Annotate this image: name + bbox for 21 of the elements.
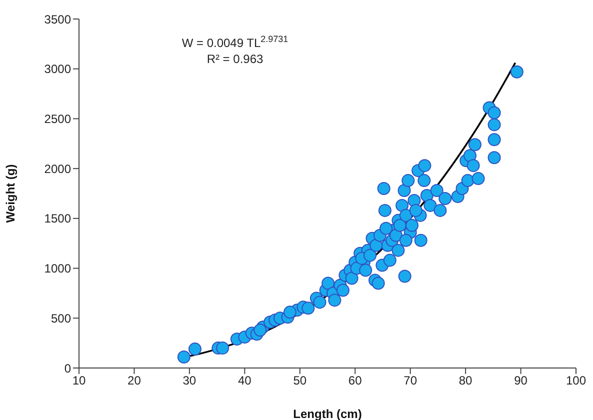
annotation: R² = 0.963 bbox=[206, 52, 264, 66]
x-tick-label: 80 bbox=[458, 374, 473, 388]
x-tick-label: 30 bbox=[182, 374, 196, 388]
x-tick-label: 20 bbox=[128, 374, 142, 388]
y-tick-label: 500 bbox=[50, 311, 72, 326]
y-tick-label: 2000 bbox=[44, 162, 72, 176]
x-tick-label: 10 bbox=[72, 374, 86, 388]
y-tick-label: 3000 bbox=[44, 62, 72, 76]
x-tick-label: 70 bbox=[404, 374, 418, 388]
x-tick-label: 100 bbox=[566, 374, 586, 388]
y-tick-label: 1500 bbox=[44, 212, 72, 226]
y-tick-label: 0 bbox=[64, 361, 72, 376]
x-tick-label: 90 bbox=[514, 374, 528, 388]
y-axis-title: Weight (g) bbox=[3, 164, 18, 223]
y-tick-label: 2500 bbox=[44, 112, 72, 126]
y-tick-label: 1000 bbox=[44, 262, 72, 276]
x-tick-label: 50 bbox=[293, 374, 307, 388]
y-tick-label: 3500 bbox=[44, 12, 72, 26]
x-tick-label: 40 bbox=[238, 374, 252, 388]
annotation: W = 0.0049 TL$^{2.9731}$ bbox=[182, 34, 288, 50]
x-tick-label: 60 bbox=[348, 374, 362, 388]
